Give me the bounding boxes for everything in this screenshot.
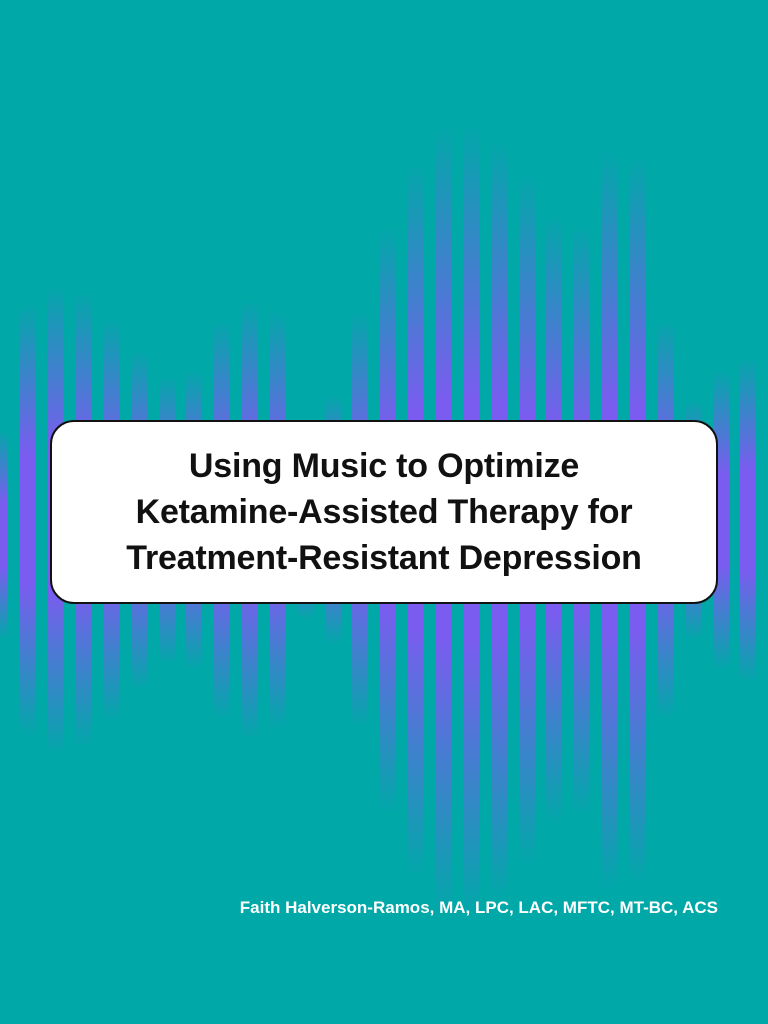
title-line-3: Treatment-Resistant Depression [126, 539, 642, 577]
title-box: Using Music to Optimize Ketamine-Assiste… [50, 420, 718, 604]
title-line-1: Using Music to Optimize [188, 447, 580, 485]
wave-bar [740, 357, 757, 683]
wave-bar [0, 430, 8, 640]
wave-bar [20, 303, 36, 737]
author-credit: Faith Halverson-Ramos, MA, LPC, LAC, MFT… [239, 898, 718, 917]
title-line-2: Ketamine-Assisted Therapy for [135, 493, 633, 531]
